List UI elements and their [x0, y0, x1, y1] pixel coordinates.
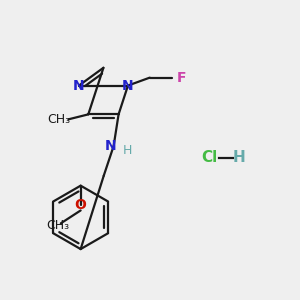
- Text: N: N: [105, 139, 116, 153]
- Text: N: N: [122, 79, 134, 93]
- Text: H: H: [233, 150, 245, 165]
- Text: O: O: [75, 199, 87, 212]
- Text: H: H: [123, 143, 132, 157]
- Text: CH₃: CH₃: [47, 113, 70, 126]
- Text: Cl: Cl: [201, 150, 218, 165]
- Text: CH₃: CH₃: [46, 219, 69, 232]
- Text: F: F: [177, 70, 186, 85]
- Text: N: N: [73, 79, 85, 93]
